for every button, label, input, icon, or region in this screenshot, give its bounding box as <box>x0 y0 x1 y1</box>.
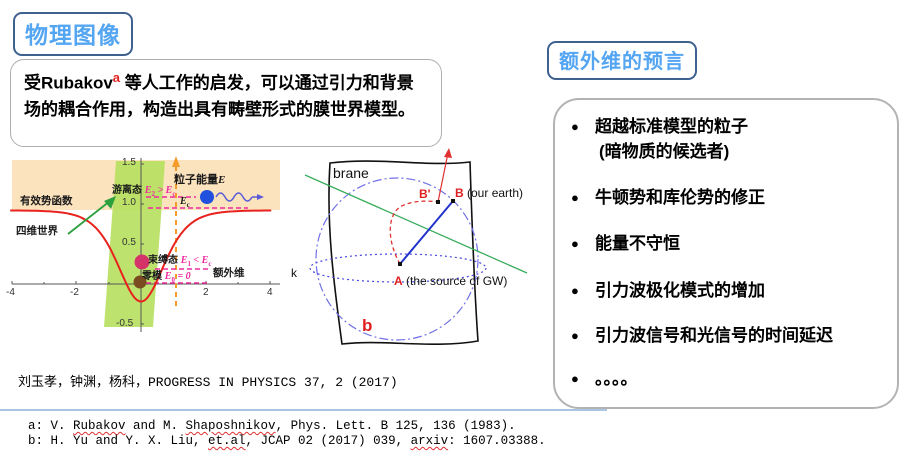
brane-gw-diagram: brane B' B (our earth) A (the source of … <box>288 145 545 362</box>
intro-text-box: 受Rubakova 等人工作的启发，可以通过引力和背景场的耦合作用，构造出具有畴… <box>10 59 442 147</box>
footnote-ref-a: a <box>112 70 121 85</box>
prediction-item: ●。。。。 <box>571 369 638 388</box>
intro-text-before: 受Rubakov <box>24 73 113 93</box>
brane-sheet <box>328 160 479 346</box>
effective-potential-label: 有效势函数 <box>20 195 73 207</box>
effective-potential-plot: 1.5 1.0 0.5 -0.5 -4 -2 2 4 有效势函数 四维世界 粒子… <box>6 148 286 340</box>
ytick-m0-5: -0.5 <box>116 318 134 329</box>
k-label: k <box>291 266 297 280</box>
bullet-icon: ● <box>571 190 579 205</box>
bullet-icon: ● <box>571 283 579 298</box>
footnote-a: a: V. Rubakov and M. Shaposhnikov, Phys.… <box>28 419 516 433</box>
prediction-item: ● 超越标准模型的粒子 <box>571 117 748 136</box>
citation-line: 刘玉孝，钟渊，杨科，PROGRESS IN PHYSICS 37, 2 (201… <box>18 375 398 390</box>
orange-arrowhead-icon <box>172 156 180 167</box>
point-b-prime-label: B' <box>419 187 431 201</box>
green-chord-line <box>304 174 528 274</box>
particle-energy-label: 粒子能量E <box>174 174 226 186</box>
zero-mode-ball <box>133 275 147 289</box>
prediction-item: ● 能量不守恒 <box>571 234 680 253</box>
prediction-item: ● 牛顿势和库伦势的修正 <box>571 188 765 207</box>
free-particle-ball <box>200 190 214 204</box>
extra-dimension-axis-label: 额外维 <box>213 267 245 279</box>
green-arrowhead-icon <box>104 196 116 209</box>
ytick-0-5: 0.5 <box>122 237 136 248</box>
footnote-b: b: H. Yu and Y. X. Liu, et.al, JCAP 02 (… <box>28 434 546 448</box>
footnote-ref-b: b <box>362 316 373 335</box>
point-b-prime-marker <box>436 200 440 204</box>
critical-energy-label: Ec <box>180 196 190 209</box>
bullet-icon: ● <box>571 236 579 251</box>
ytick-1-5: 1.5 <box>122 157 136 168</box>
xtick-m4: -4 <box>6 287 15 298</box>
bullet-icon: ● <box>571 328 579 343</box>
bullet-icon: ● <box>571 119 579 134</box>
free-state-label: 游离态 E2 > Ec <box>112 185 176 198</box>
bound-state-label: 束缚态 E1 < Ec <box>148 255 212 268</box>
equator-ellipse <box>309 253 487 283</box>
ytick-1-0: 1.0 <box>122 197 136 208</box>
intro-text-after: 等人工作的启发，可以通过引力和背景场的耦合作用，构造出具有畴壁形式的膜世界模型。 <box>24 73 415 119</box>
section-title-extra-dimension-predictions: 额外维的预言 <box>547 41 697 80</box>
predictions-box: ● 超越标准模型的粒子 (暗物质的候选者) ● 牛顿势和库伦势的修正 ● 能量不守恒 … <box>553 98 899 409</box>
prediction-subitem: (暗物质的候选者) <box>599 142 730 161</box>
brane-diagram-canvas <box>304 148 528 346</box>
xtick-4: 4 <box>267 287 273 298</box>
photon-wavy-line <box>215 192 253 202</box>
prediction-item: ● 引力波极化模式的增加 <box>571 281 765 300</box>
point-b-label: B (our earth) <box>455 186 524 200</box>
brane-label: brane <box>333 165 369 181</box>
light-path-ab <box>399 200 454 265</box>
potential-curve <box>10 209 272 303</box>
xtick-m2: -2 <box>70 287 79 298</box>
photon-arrowhead-icon <box>257 194 264 200</box>
axis-ticks <box>11 163 271 325</box>
zero-mode-label: 零模 E0 = 0 <box>142 271 191 284</box>
brane-region <box>104 161 165 327</box>
red-arrowhead-icon <box>444 148 452 158</box>
four-d-world-label: 四维世界 <box>16 225 58 237</box>
point-a-marker <box>398 262 402 266</box>
four-d-world-arrow <box>67 200 111 235</box>
bound-state-ball <box>134 254 150 270</box>
potential-plot-canvas <box>10 156 280 332</box>
xtick-2: 2 <box>203 287 209 298</box>
section-title-physical-picture: 物理图像 <box>13 12 133 56</box>
gw-exit-arrow <box>437 152 449 203</box>
footnote-divider <box>0 409 607 411</box>
prediction-item: ● 引力波信号和光信号的时间延迟 <box>571 326 833 345</box>
point-b-marker <box>451 199 455 203</box>
bulk-sphere <box>315 177 479 341</box>
point-a-label: A (the source of GW) <box>394 274 508 288</box>
bullet-icon: ● <box>571 371 579 386</box>
